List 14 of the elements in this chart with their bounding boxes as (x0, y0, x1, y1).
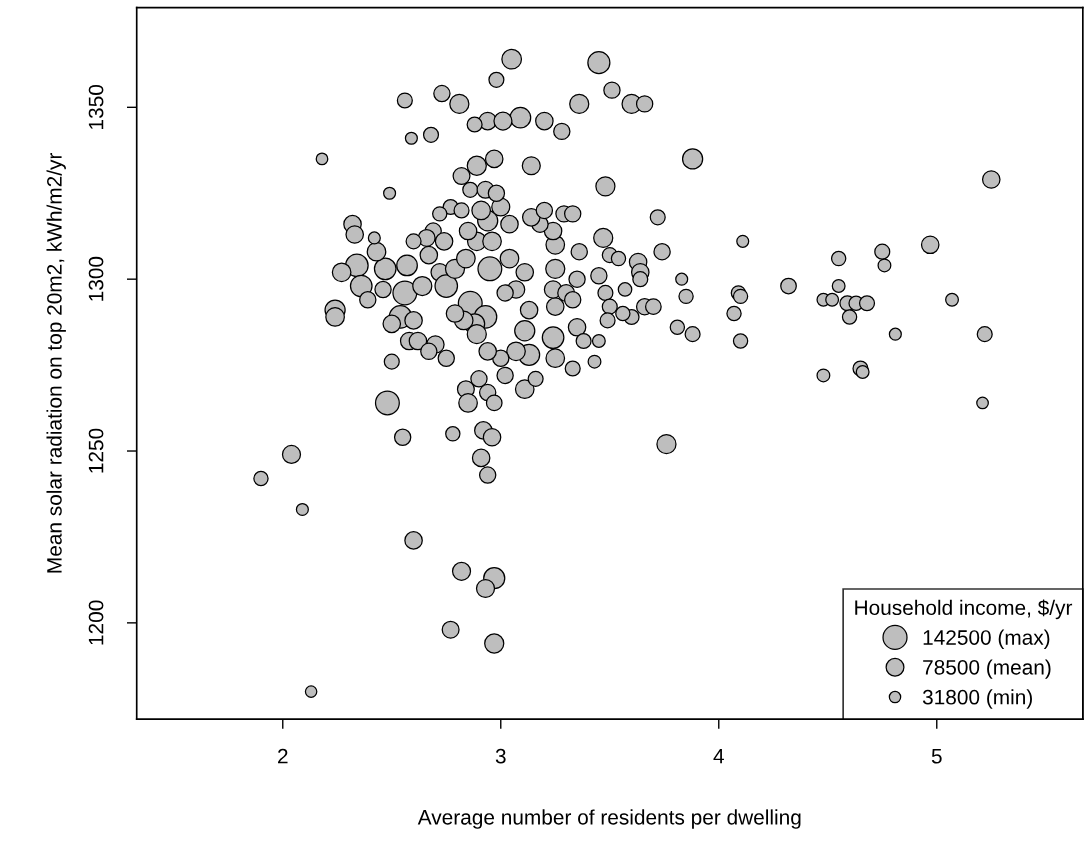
y-tick-label: 1200 (88, 600, 104, 645)
legend-title: Household income, $/yr (855, 599, 1073, 620)
x-tick-label: 4 (713, 749, 724, 764)
y-tick-label: 1350 (88, 84, 104, 129)
x-tick-label: 5 (931, 749, 942, 764)
y-axis-title: Mean solar radiation on top 20m2, kWh/m2/yr (46, 152, 66, 573)
legend-label: 78500 (mean) (923, 659, 1051, 679)
y-tick-label: 1300 (88, 256, 104, 301)
y-tick-label: 1250 (88, 428, 104, 473)
legend-label: 142500 (max) (923, 629, 1050, 649)
x-tick-label: 2 (278, 748, 288, 764)
x-axis-title: Average number of residents per dwelling (417, 809, 801, 829)
legend-label: 31800 (min) (922, 689, 1032, 709)
x-tick-label: 3 (495, 748, 506, 764)
